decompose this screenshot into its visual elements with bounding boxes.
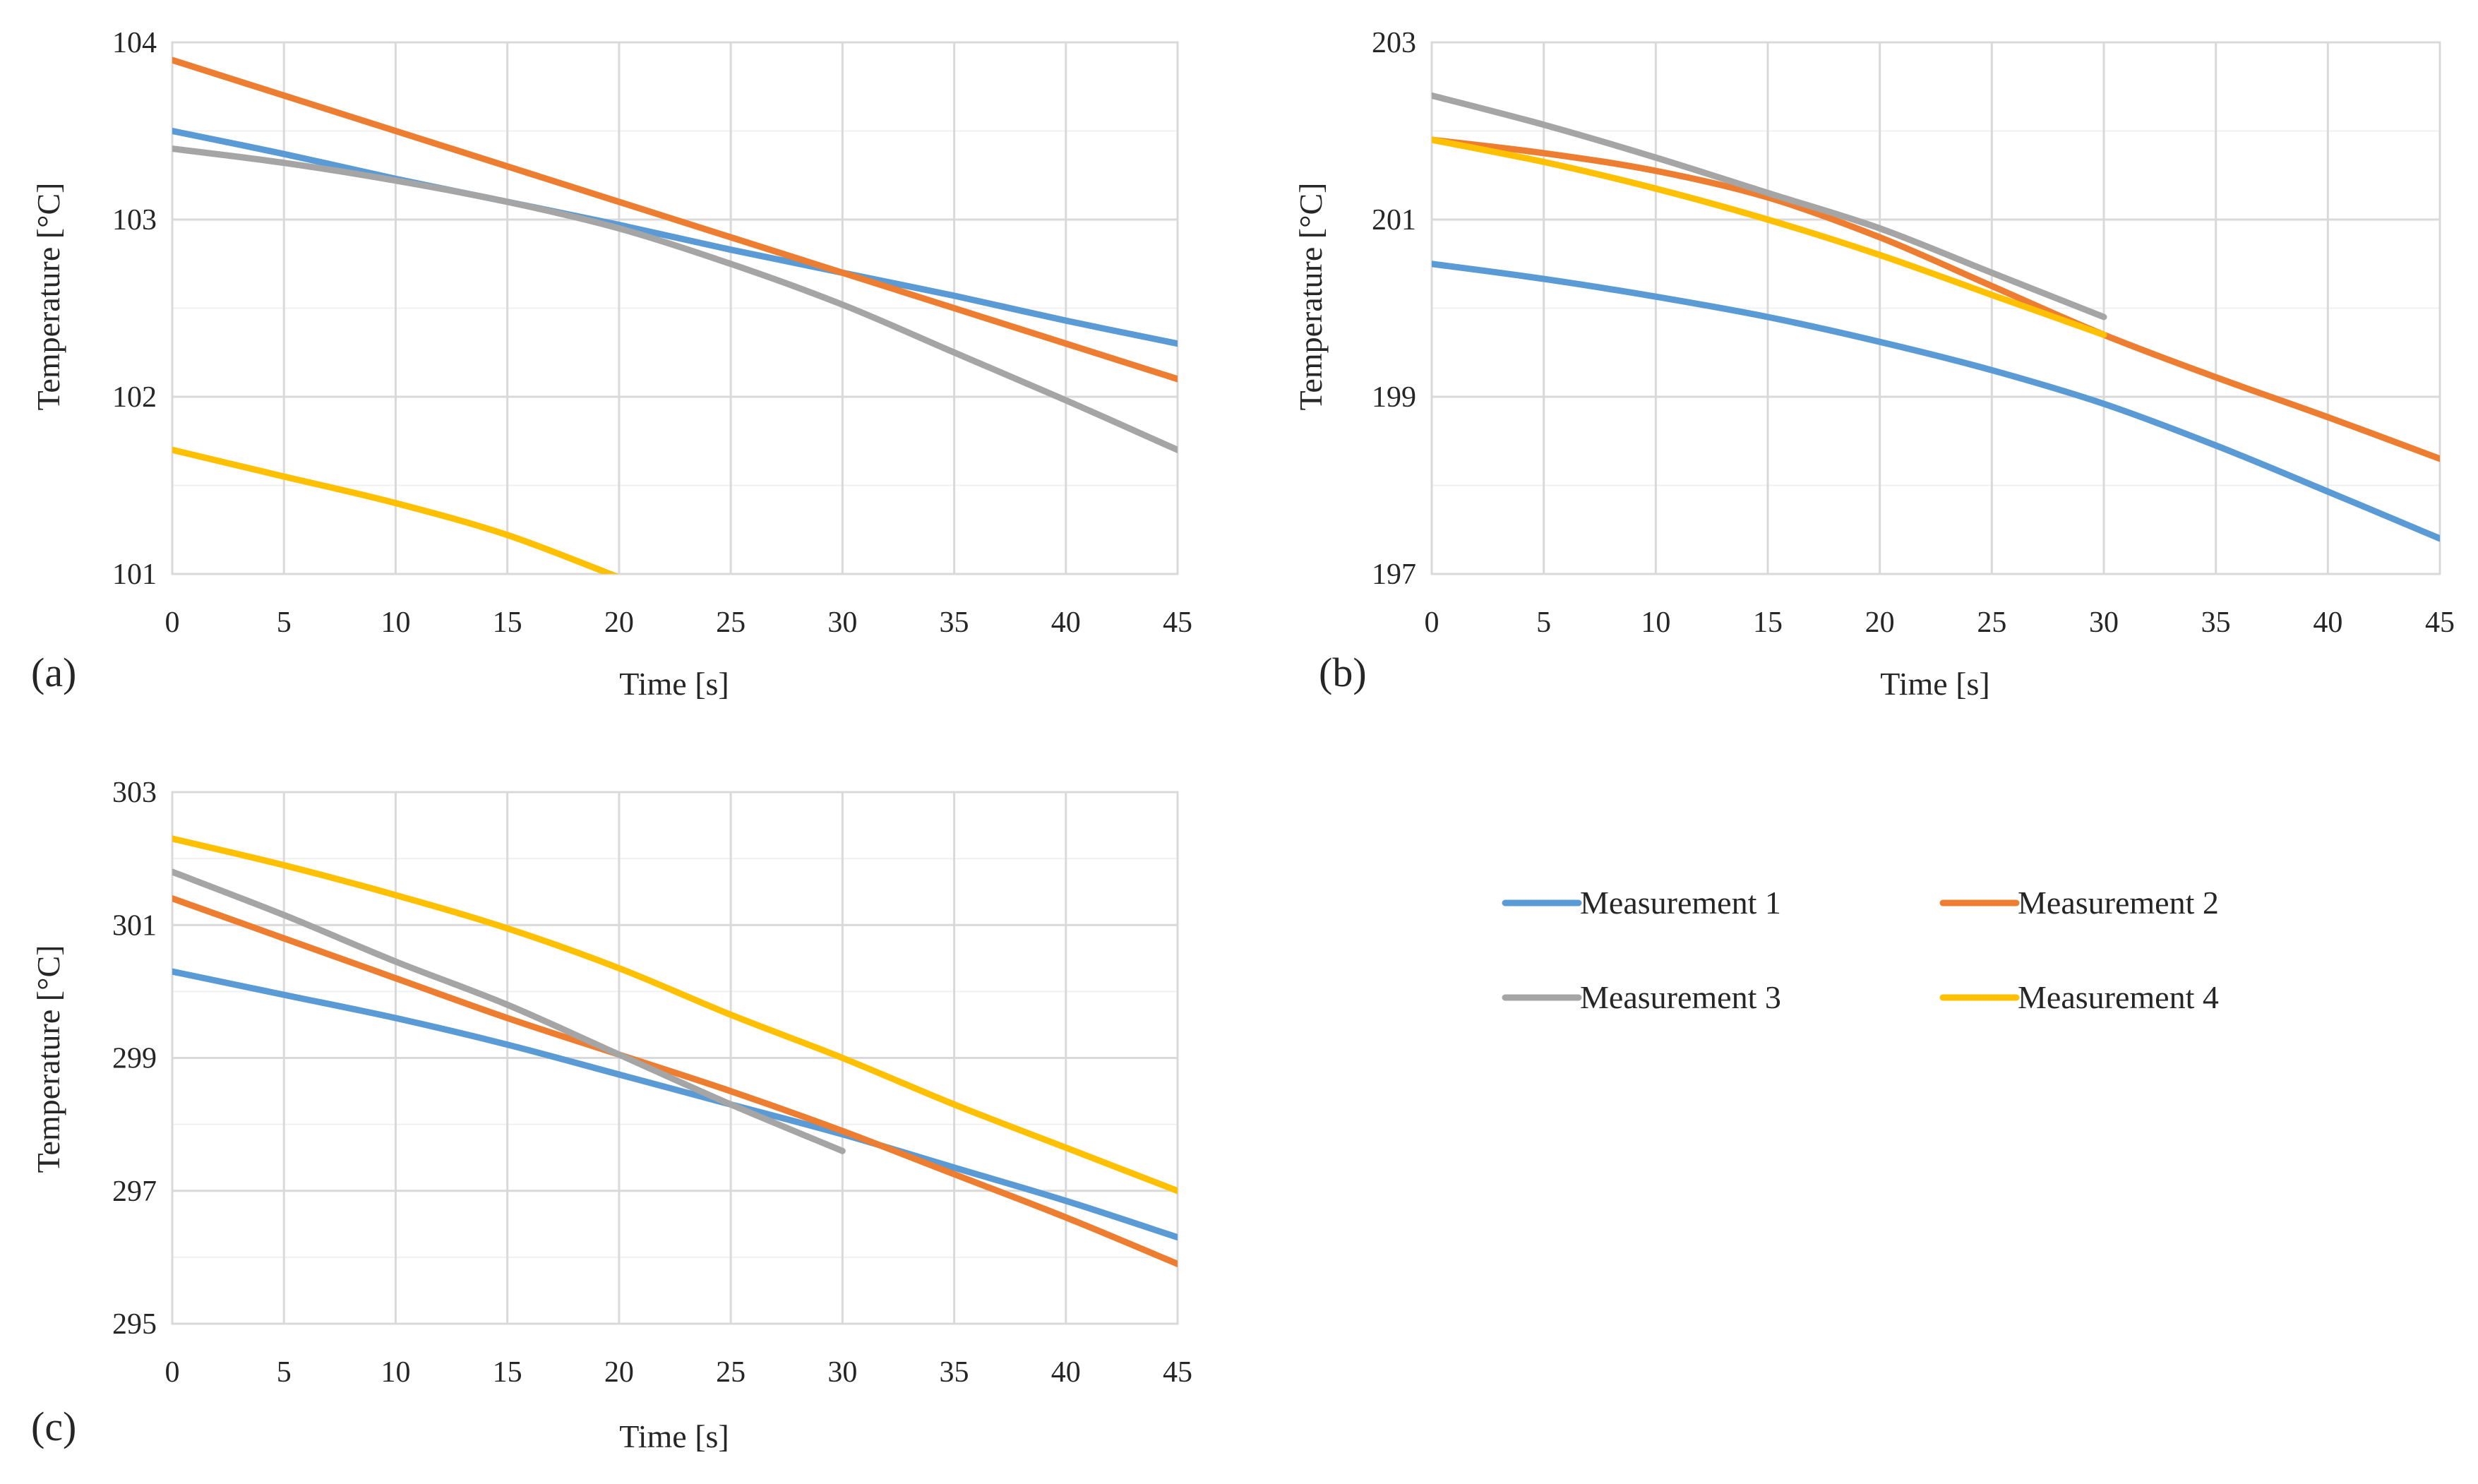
x-tick-label: 20 (604, 606, 634, 639)
y-tick-label: 301 (112, 909, 157, 942)
x-tick-label: 30 (2089, 606, 2119, 639)
x-axis-title: Time [s] (619, 1418, 729, 1454)
legend-item-measurement-1: Measurement 1 (1502, 885, 1781, 921)
x-tick-label: 45 (1163, 1356, 1192, 1389)
x-tick-label: 0 (165, 606, 180, 639)
panel-label: (b) (1319, 650, 1367, 695)
series-line-measurement-2 (172, 56, 1178, 383)
legend-label: Measurement 3 (1580, 979, 1781, 1015)
x-tick-label: 10 (1641, 606, 1670, 639)
x-tick-label: 5 (1536, 606, 1551, 639)
legend-label: Measurement 1 (1580, 885, 1781, 921)
chart-panel-c: 295 297 299 301 303 0 5 10 15 20 25 30 35 40 45 Time [… (30, 777, 1192, 1454)
x-tick-label: 20 (1865, 606, 1895, 639)
series-line-measurement-3 (1432, 92, 2107, 321)
y-tick-label: 103 (112, 204, 157, 237)
x-tick-label: 15 (1753, 606, 1783, 639)
series-line-measurement-1 (1432, 261, 2440, 542)
panel-label: (c) (31, 1404, 76, 1449)
panel-label: (a) (31, 650, 76, 695)
x-tick-label: 15 (493, 1356, 522, 1389)
x-axis-title: Time [s] (619, 666, 729, 702)
x-tick-label: 35 (940, 1356, 969, 1389)
x-tick-label: 45 (1163, 606, 1192, 639)
y-tick-label: 303 (112, 777, 157, 809)
series-line-measurement-4 (172, 835, 1178, 1195)
y-axis-title: Temperature [°C] (1293, 183, 1329, 411)
y-axis-title: Temperature [°C] (30, 183, 66, 411)
x-tick-label: 15 (493, 606, 522, 639)
y-tick-label: 201 (1372, 204, 1416, 237)
series-line-measurement-1 (172, 968, 1178, 1241)
plot-frame (171, 791, 1179, 1325)
x-tick-label: 40 (1051, 1356, 1081, 1389)
legend-item-measurement-4: Measurement 4 (1939, 979, 2219, 1015)
x-tick-label: 10 (381, 606, 410, 639)
x-tick-label: 25 (1977, 606, 2006, 639)
x-axis-title: Time [s] (1880, 666, 1990, 702)
legend-label: Measurement 4 (2018, 979, 2219, 1015)
series-line-measurement-2 (1432, 136, 2440, 462)
y-tick-label: 197 (1372, 558, 1416, 591)
y-tick-label: 104 (112, 27, 157, 59)
x-tick-label: 40 (1051, 606, 1081, 639)
legend-item-measurement-2: Measurement 2 (1939, 885, 2219, 921)
series-line-measurement-2 (172, 895, 1178, 1267)
x-tick-label: 25 (716, 606, 746, 639)
series-line-measurement-4 (172, 446, 619, 574)
legend: Measurement 1 Measurement 2 Measurement … (1502, 885, 2219, 1015)
y-tick-label: 101 (112, 558, 157, 591)
y-tick-label: 102 (112, 381, 157, 414)
plot-frame (171, 41, 1179, 575)
x-tick-label: 35 (940, 606, 969, 639)
x-tick-label: 20 (604, 1356, 634, 1389)
series-line-measurement-4 (1432, 136, 2107, 338)
x-tick-label: 5 (277, 1356, 292, 1389)
x-tick-label: 0 (1425, 606, 1439, 639)
x-tick-label: 45 (2425, 606, 2455, 639)
y-tick-label: 203 (1372, 27, 1416, 59)
series-line-measurement-3 (172, 868, 846, 1154)
x-tick-label: 0 (165, 1356, 180, 1389)
y-axis-title: Temperature [°C] (30, 945, 66, 1173)
x-tick-label: 5 (277, 606, 292, 639)
series-line-measurement-3 (172, 145, 1178, 453)
y-tick-label: 297 (112, 1175, 157, 1208)
x-tick-label: 30 (827, 1356, 857, 1389)
y-tick-label: 199 (1372, 381, 1416, 414)
y-tick-label: 299 (112, 1043, 157, 1075)
y-tick-label: 295 (112, 1308, 157, 1341)
series-line-measurement-1 (172, 128, 1178, 347)
x-tick-label: 10 (381, 1356, 410, 1389)
legend-label: Measurement 2 (2018, 885, 2219, 921)
x-tick-label: 40 (2313, 606, 2342, 639)
x-tick-label: 25 (716, 1356, 746, 1389)
x-tick-label: 30 (827, 606, 857, 639)
legend-item-measurement-3: Measurement 3 (1502, 979, 1781, 1015)
x-tick-label: 35 (2201, 606, 2231, 639)
plot-frame (1430, 41, 2441, 575)
